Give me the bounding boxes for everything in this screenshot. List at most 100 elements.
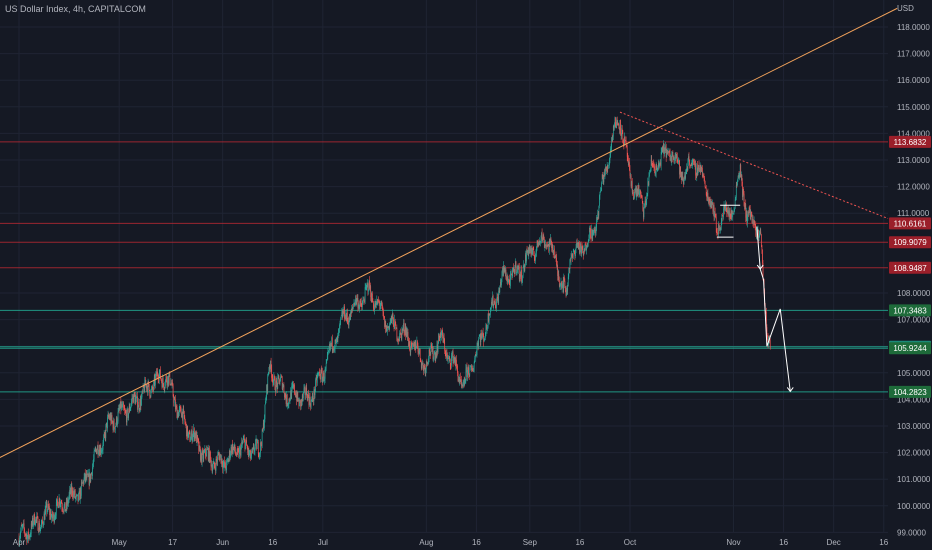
candle-body [762,249,763,264]
candle-body [303,388,305,393]
candle-body [735,197,737,200]
candle-body [377,300,379,304]
candle-body [556,265,558,267]
candle-body [79,491,81,501]
candle-body [150,389,152,397]
candle-body [428,349,430,359]
candle-body [35,517,37,525]
candle-body [492,296,493,305]
candle-body [473,362,475,368]
candle-body [631,181,633,193]
candle-body [713,205,714,212]
candle-body [228,451,230,458]
candle-body [626,145,628,157]
candle-body [422,363,424,366]
candle-body [209,451,211,463]
candle-body [398,340,400,342]
candle-body [141,391,143,398]
candle-body [290,390,292,399]
candle-body [719,228,720,230]
candle-body [305,394,306,396]
candle-body [623,143,625,145]
candle-body [525,254,527,262]
candle-body [105,426,107,438]
candle-body [101,450,103,452]
candle-body [346,312,348,320]
candle-body [375,301,377,308]
candle-body [158,379,160,381]
candle-body [639,190,641,194]
candle-body [111,415,112,423]
candle-body [456,359,457,366]
candle-body [408,339,409,347]
candle-body [24,528,25,533]
price-badge [889,236,931,249]
candle-body [296,394,298,401]
time-axis[interactable]: Apr May 17 Jun 16 Jul Aug 16 Sep 16 Oct Nov 16 Dec 16 [13,538,889,547]
candle-body [159,369,161,374]
candle-body [392,313,394,319]
candle-body [523,263,525,271]
candle-body [501,278,502,286]
candle-body [213,461,215,465]
candle-body [124,409,126,411]
y-tick-label: 115.0000 [897,103,930,112]
candle-body [596,217,598,219]
candle-body [255,439,257,441]
candle-body [745,210,747,218]
candle-body [510,273,512,276]
candle-body [264,418,265,428]
candle-body [157,371,158,377]
candle-body [671,151,673,155]
candle-body [497,297,498,298]
candle-body [74,490,76,499]
candle-body [563,277,565,290]
candle-body [278,376,280,380]
candle-body [160,378,162,380]
candle-body [323,372,325,382]
candle-body [666,151,668,158]
candle-body [707,193,709,198]
candle-body [344,306,345,319]
candle-body [450,365,452,366]
candle-body [678,161,679,162]
candle-body [233,446,235,449]
candle-body [287,404,289,406]
candle-body [616,119,617,129]
candle-body [546,244,548,247]
y-tick-label: 102.0000 [897,449,931,458]
candle-body [734,208,735,210]
candle-body [338,332,339,334]
candle-body [598,205,600,216]
candle-body [547,244,548,247]
candle-body [746,210,748,223]
candle-body [384,317,385,327]
candle-body [700,167,702,171]
candle-body [715,214,717,217]
candle-body [62,509,64,512]
candle-body [758,234,760,238]
candle-body [348,321,349,326]
candle-body [217,455,219,462]
candle-body [333,349,335,351]
candle-body [504,271,506,273]
candle-body [648,175,650,186]
candle-body [567,276,569,287]
candle-body [165,380,166,387]
candle-body [494,301,496,308]
candle-body [340,319,341,321]
candle-body [517,266,519,270]
candle-body [724,208,726,211]
candle-body [423,366,425,371]
candle-body [315,377,317,380]
candle-body [370,286,372,297]
candle-body [761,245,763,250]
candle-body [250,450,251,459]
y-tick-label: 113.0000 [897,156,930,165]
candle-body [73,491,74,498]
candle-body [662,147,664,152]
candle-body [759,233,761,235]
price-axis[interactable]: 99.0000 100.0000 101.0000 102.0000 103.0000 1… [897,23,931,537]
candle-body [114,426,116,431]
